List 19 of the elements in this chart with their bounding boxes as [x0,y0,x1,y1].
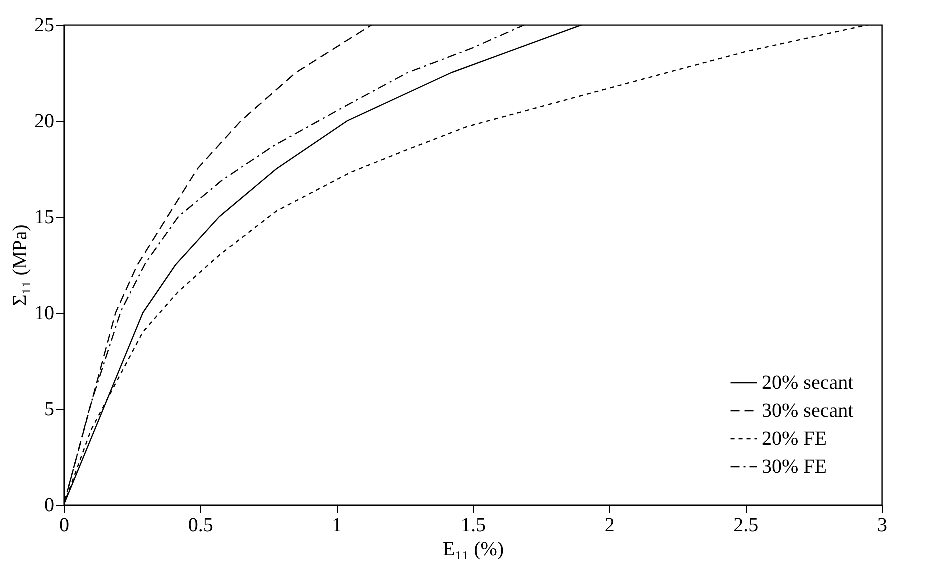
y-tick-label: 5 [44,398,54,420]
x-axis-title: E₁₁ (%) [442,538,504,560]
y-tick-label: 25 [34,14,54,36]
y-tick-label: 20 [34,110,54,132]
x-tick-label: 1 [332,514,342,536]
legend-label: 30% secant [762,400,854,422]
legend-label: 30% FE [762,456,827,478]
x-tick-label: 3 [878,514,888,536]
y-tick-label: 10 [34,302,54,324]
x-tick-label: 2 [604,514,615,536]
x-tick-label: 0 [60,514,70,536]
x-tick-label: 2.5 [734,514,759,536]
legend-label: 20% FE [762,428,827,450]
legend-label: 20% secant [762,372,854,394]
y-tick-label: 0 [44,494,54,516]
y-axis-title: Σ₁₁ (MPa) [10,224,32,306]
x-tick-label: 0.5 [188,514,214,536]
x-tick-label: 1.5 [461,514,486,536]
y-tick-label: 15 [34,206,54,228]
